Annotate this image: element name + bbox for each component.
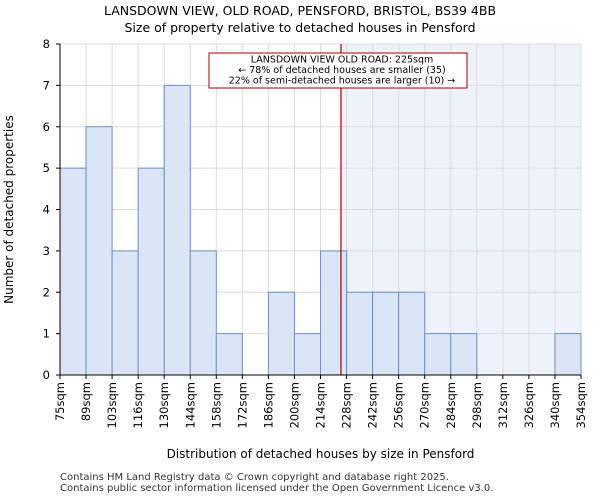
y-tick-label: 8 bbox=[43, 37, 50, 51]
x-tick-label: 270sqm bbox=[418, 382, 432, 428]
bar bbox=[163, 84, 191, 376]
x-tick-label: 130sqm bbox=[157, 382, 171, 428]
bar bbox=[320, 250, 348, 376]
x-tick-label: 242sqm bbox=[366, 382, 380, 428]
annotation-line-1: LANSDOWN VIEW OLD ROAD: 225sqm bbox=[251, 55, 434, 66]
bar bbox=[267, 291, 295, 376]
bar bbox=[424, 333, 452, 376]
x-tick-label: 228sqm bbox=[340, 382, 354, 428]
x-tick-label: 214sqm bbox=[314, 382, 328, 428]
annotation-line-3: 22% of semi-detached houses are larger (… bbox=[229, 76, 456, 87]
x-tick-label: 186sqm bbox=[261, 382, 275, 428]
bar bbox=[137, 167, 165, 376]
x-tick-label: 340sqm bbox=[548, 382, 562, 428]
bar bbox=[346, 291, 374, 376]
x-tick-label: 103sqm bbox=[105, 382, 119, 428]
y-tick-label: 4 bbox=[43, 203, 50, 217]
bar bbox=[398, 291, 426, 376]
x-tick-label: 89sqm bbox=[79, 382, 93, 421]
footer-attribution: Contains HM Land Registry data © Crown c… bbox=[60, 472, 493, 494]
bars bbox=[59, 84, 582, 376]
bar bbox=[450, 333, 478, 376]
y-tick-label: 3 bbox=[43, 244, 50, 258]
title-line-2: Size of property relative to detached ho… bbox=[124, 20, 476, 35]
y-tick-label: 2 bbox=[43, 285, 50, 299]
marker-annotation: LANSDOWN VIEW OLD ROAD: 225sqm ← 78% of … bbox=[208, 52, 468, 89]
chart-title: LANSDOWN VIEW, OLD ROAD, PENSFORD, BRIST… bbox=[0, 2, 600, 36]
y-tick-label: 5 bbox=[43, 161, 50, 175]
bar bbox=[215, 333, 243, 376]
x-tick-label: 158sqm bbox=[209, 382, 223, 428]
x-tick-label: 298sqm bbox=[470, 382, 484, 428]
x-tick-label: 75sqm bbox=[53, 382, 67, 421]
x-tick-label: 144sqm bbox=[183, 382, 197, 428]
bar bbox=[59, 167, 87, 376]
y-axis-label: Number of detached properties bbox=[2, 115, 16, 304]
x-tick-label: 200sqm bbox=[287, 382, 301, 428]
annotation-line-2: ← 78% of detached houses are smaller (35… bbox=[238, 65, 445, 76]
y-tick-labels: 0 1 2 3 4 5 6 7 8 bbox=[43, 37, 60, 382]
footer-line-1: Contains HM Land Registry data © Crown c… bbox=[60, 472, 449, 483]
x-tick-label: 284sqm bbox=[444, 382, 458, 428]
bar bbox=[554, 333, 582, 376]
bar bbox=[189, 250, 217, 376]
x-tick-label: 326sqm bbox=[522, 382, 536, 428]
y-tick-label: 1 bbox=[43, 327, 50, 341]
x-tick-label: 256sqm bbox=[392, 382, 406, 428]
footer-line-2: Contains public sector information licen… bbox=[60, 483, 494, 494]
x-tick-label: 172sqm bbox=[235, 382, 249, 428]
x-tick-label: 354sqm bbox=[574, 382, 588, 428]
y-tick-label: 7 bbox=[43, 78, 50, 92]
title-line-1: LANSDOWN VIEW, OLD ROAD, PENSFORD, BRIST… bbox=[103, 3, 497, 18]
x-tick-label: 312sqm bbox=[496, 382, 510, 428]
bar bbox=[293, 333, 322, 376]
y-tick-label: 0 bbox=[43, 368, 50, 382]
annotation-box bbox=[208, 52, 468, 89]
x-axis-label: Distribution of detached houses by size … bbox=[167, 447, 475, 461]
y-tick-label: 6 bbox=[43, 120, 50, 134]
bar bbox=[111, 250, 139, 376]
x-tick-labels: 75sqm 89sqm 103sqm 116sqm 130sqm 144sqm 158sqm… bbox=[53, 375, 588, 428]
bar bbox=[85, 126, 113, 376]
bar bbox=[372, 291, 400, 376]
x-tick-label: 116sqm bbox=[131, 382, 145, 428]
